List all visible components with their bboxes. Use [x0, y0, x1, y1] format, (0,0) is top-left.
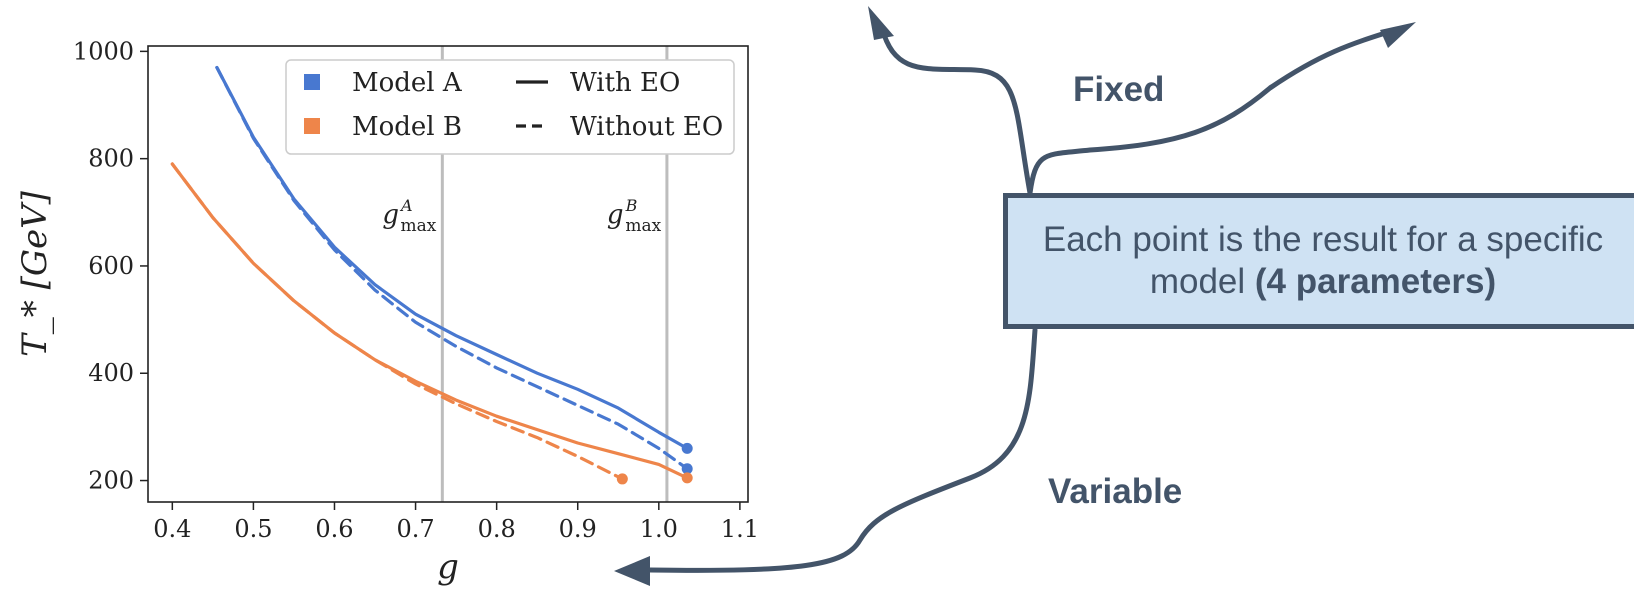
x-tick-label: 0.8 [478, 515, 516, 543]
arrow-fixed-left [879, 25, 1033, 196]
series-model-b-without-eo [170, 162, 624, 481]
callout-text-bold: (4 parameters) [1254, 262, 1497, 301]
x-tick-label: 0.5 [234, 515, 272, 543]
vline-label-sup: A [399, 196, 413, 215]
x-tick-label: 0.7 [396, 515, 434, 543]
legend-label-without-eo: Without EO [570, 112, 723, 142]
legend: Model A Model B With EO Without EO [285, 59, 735, 155]
plot-frame [147, 45, 749, 503]
series-end-point [616, 473, 628, 485]
arrow-fixed-right [1027, 27, 1398, 196]
legend-label-model-b: Model B [352, 112, 462, 142]
arrow-variable [647, 327, 1038, 573]
x-tick-label: 0.6 [315, 515, 353, 543]
legend-swatch-model-a [304, 74, 320, 90]
vline-label-sub: max [401, 216, 437, 236]
callout-box: Each point is the result for a specific … [1003, 193, 1634, 329]
y-tick-label: 200 [88, 467, 134, 495]
variable-label: Variable [1048, 472, 1183, 511]
legend-swatch-model-b [304, 118, 320, 134]
y-tick-label: 400 [88, 359, 134, 387]
y-axis-label: T_* [GeV] [15, 190, 55, 357]
callout-text-plain: Each point is the result for a specific … [1042, 220, 1604, 301]
callout-text: Each point is the result for a specific … [1022, 219, 1624, 303]
vline-label-sub: max [625, 216, 661, 236]
x-axis-label: g [437, 547, 459, 587]
axes: 0.4 0.5 0.6 0.7 0.8 0.9 1.0 1.1 200 400 600 800 1000… [15, 37, 759, 587]
legend-label-with-eo: With EO [570, 68, 680, 98]
x-tick-label: 1.0 [640, 515, 678, 543]
fixed-label: Fixed [1073, 70, 1165, 109]
legend-box [285, 59, 735, 155]
x-tick-label: 0.4 [153, 515, 191, 543]
y-tick-label: 1000 [73, 37, 134, 65]
annotation-arrows [614, 6, 1416, 586]
series-group [170, 65, 693, 485]
series-end-point [681, 472, 693, 484]
legend-label-model-a: Model A [352, 68, 463, 98]
series-end-point [681, 463, 693, 475]
arrow-head-fixed-left [868, 6, 894, 40]
x-tick-label: 1.1 [721, 515, 759, 543]
arrow-head-variable [614, 556, 650, 586]
x-tick-label: 0.9 [559, 515, 597, 543]
series-end-point [681, 442, 693, 454]
y-tick-label: 800 [88, 145, 134, 173]
y-tick-label: 600 [88, 252, 134, 280]
arrow-head-fixed-right [1380, 22, 1416, 48]
vline-label-sup: B [625, 196, 638, 215]
series-model-a-without-eo [215, 65, 689, 471]
